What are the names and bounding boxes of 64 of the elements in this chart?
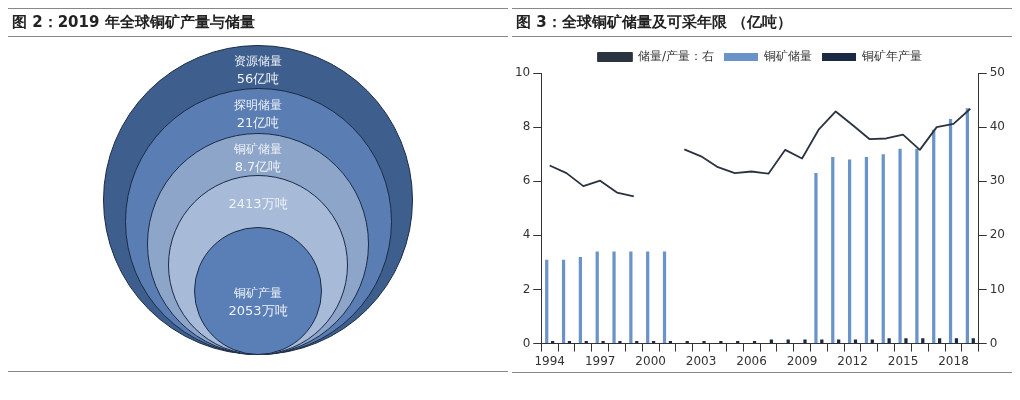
text: 21亿吨 [235,114,281,131]
y2-tick-label: 10 [989,281,1006,296]
bar [965,108,969,344]
legend-label: 铜矿储量 [763,49,813,64]
bar [831,156,835,344]
y2-tick-label: 40 [989,119,1006,134]
bar [915,148,919,344]
category-label: 探明储量 [233,97,283,114]
category-label: 铜矿产量 [233,285,283,302]
bar [618,340,622,344]
bar [904,338,908,344]
y2-tick-label: 30 [989,173,1006,188]
category-label: 资源储量 [233,53,283,70]
bar [719,340,723,344]
bar [595,251,599,344]
bar [662,251,667,344]
y2-tick-label: 50 [989,65,1006,80]
bar [578,257,583,344]
y-tick-label: 8 [522,119,531,134]
y2-tick-label: 0 [989,335,998,350]
text: 2413万吨 [227,195,289,212]
bar [847,159,852,344]
bar [921,338,925,344]
bar [971,338,975,344]
category-label: 铜矿储量 [233,141,283,158]
bar [932,129,936,344]
x-tick-label: 1994 [534,353,565,368]
bar [898,148,902,344]
text: 图 2：2019 年全球铜矿产量与储量 [8,8,508,37]
bar [803,339,807,344]
bar [561,259,566,344]
y-tick-label: 0 [522,335,531,350]
x-tick-label: 2003 [685,353,717,368]
chart-title: 图 3：全球铜矿储量及可采年限 （亿吨） [512,8,1012,37]
y-tick-label: 2 [522,281,531,296]
bar [948,119,953,344]
bar [646,251,650,344]
bar [629,251,633,344]
bar [601,340,605,344]
bar [864,156,869,344]
legend-label: 铜矿年产量 [861,49,923,64]
text: 56亿吨 [235,70,281,87]
x-tick-label: 1997 [584,353,616,368]
bar [887,338,891,344]
y-tick-label: 6 [522,173,531,188]
x-tick-label: 2000 [635,353,666,368]
y-tick-label: 10 [514,65,531,80]
text: 8.7亿吨 [233,158,283,175]
legend-label: 储量/产量：右 [637,49,715,64]
x-tick-label: 2018 [938,353,969,368]
y2-tick-label: 20 [989,227,1006,242]
bar [954,338,959,344]
bar [814,173,818,344]
bar [937,338,942,344]
bar [881,154,885,344]
x-tick-label: 2012 [837,353,868,368]
x-tick-label: 2015 [887,353,919,368]
x-tick-label: 2009 [786,353,818,368]
y-tick-label: 4 [522,227,531,242]
x-tick-label: 2006 [736,353,767,368]
text: 2053万吨 [227,302,289,319]
bar [545,259,549,344]
bar [612,251,616,344]
bar [702,340,706,344]
